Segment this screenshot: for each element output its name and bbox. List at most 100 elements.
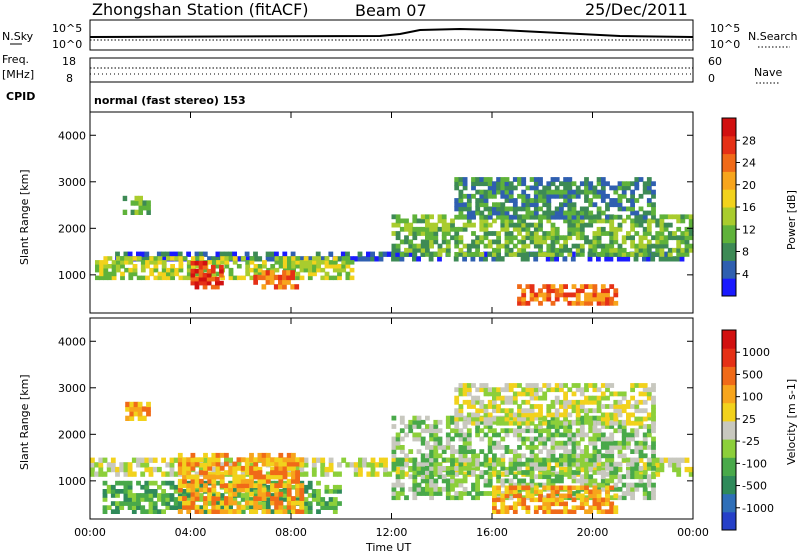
data-cell xyxy=(462,420,468,426)
data-cell xyxy=(278,478,284,484)
data-cell xyxy=(462,185,468,191)
data-cell xyxy=(592,218,598,224)
data-cell xyxy=(399,415,405,421)
data-cell xyxy=(487,177,493,182)
data-cell xyxy=(307,260,313,265)
data-cell xyxy=(588,243,594,249)
data-cell xyxy=(584,461,589,467)
data-cell xyxy=(123,484,129,490)
data-cell xyxy=(102,505,108,510)
data-cell xyxy=(366,251,371,257)
data-cell xyxy=(584,501,589,507)
data-cell xyxy=(466,445,472,450)
y-tick-label: 2000 xyxy=(58,428,86,441)
data-cell xyxy=(458,177,464,182)
data-cell xyxy=(441,247,447,253)
data-cell xyxy=(584,193,589,199)
data-cell xyxy=(512,222,518,228)
data-cell xyxy=(454,495,460,501)
data-cell xyxy=(538,395,543,401)
data-cell xyxy=(349,256,355,262)
data-cell xyxy=(642,210,648,216)
data-cell xyxy=(554,226,560,232)
data-cell xyxy=(111,271,117,277)
data-cell xyxy=(123,462,129,468)
data-cell xyxy=(257,487,263,493)
data-cell xyxy=(672,214,677,220)
data-cell xyxy=(621,491,627,496)
data-cell xyxy=(211,474,217,480)
data-cell xyxy=(584,198,589,203)
data-cell xyxy=(282,251,288,257)
data-cell xyxy=(613,428,619,434)
data-cell xyxy=(626,198,631,203)
data-cell xyxy=(345,256,351,261)
data-cell xyxy=(533,415,539,421)
data-cell xyxy=(525,185,531,191)
data-cell xyxy=(512,449,518,454)
data-cell xyxy=(433,486,439,492)
data-cell xyxy=(462,457,468,463)
data-cell xyxy=(245,267,251,273)
data-cell xyxy=(462,478,468,484)
data-cell xyxy=(194,280,200,286)
data-cell xyxy=(433,470,439,475)
nave-label: Nave xyxy=(754,66,782,79)
data-cell xyxy=(554,177,560,182)
data-cell xyxy=(107,275,113,281)
data-cell xyxy=(605,485,610,491)
data-cell xyxy=(215,457,221,463)
data-cell xyxy=(571,436,577,442)
data-cell xyxy=(554,185,560,191)
data-cell xyxy=(240,478,246,484)
data-cell xyxy=(487,404,493,409)
data-cell xyxy=(546,449,552,454)
data-cell xyxy=(634,252,640,257)
data-cell xyxy=(646,428,652,434)
data-cell xyxy=(517,226,522,232)
data-cell xyxy=(177,487,183,493)
data-cell xyxy=(563,432,568,438)
data-cell xyxy=(261,270,267,276)
data-cell xyxy=(621,189,627,195)
data-cell xyxy=(605,252,610,257)
data-cell xyxy=(144,497,150,502)
data-cell xyxy=(366,462,372,468)
data-cell xyxy=(383,471,388,477)
data-cell xyxy=(496,239,501,245)
data-cell xyxy=(508,189,514,195)
data-cell xyxy=(512,432,518,438)
data-cell xyxy=(521,202,527,208)
data-cell xyxy=(596,214,602,220)
data-cell xyxy=(567,177,573,182)
data-cell xyxy=(688,247,694,253)
nsearch-tick-bottom: 10^0 xyxy=(710,38,740,51)
data-cell xyxy=(634,428,640,434)
data-cell xyxy=(458,416,464,422)
data-cell xyxy=(475,491,480,496)
colorbar-tick-label: -500 xyxy=(742,480,767,493)
data-cell xyxy=(609,214,615,220)
data-cell xyxy=(475,432,480,438)
data-cell xyxy=(119,462,125,468)
data-cell xyxy=(600,189,606,195)
data-cell xyxy=(563,493,568,499)
data-cell xyxy=(492,501,497,507)
data-cell xyxy=(161,275,167,281)
data-cell xyxy=(198,484,204,490)
data-cell xyxy=(517,432,522,438)
data-cell xyxy=(399,491,405,496)
data-cell xyxy=(613,505,619,510)
data-cell xyxy=(600,509,606,514)
data-cell xyxy=(533,296,539,302)
data-cell xyxy=(291,474,296,480)
data-cell xyxy=(191,264,196,269)
data-cell xyxy=(571,210,577,216)
data-cell xyxy=(153,267,159,273)
data-cell xyxy=(215,256,221,262)
data-cell xyxy=(211,500,217,506)
data-cell xyxy=(261,487,267,493)
data-cell xyxy=(600,461,606,467)
data-cell xyxy=(575,185,581,191)
